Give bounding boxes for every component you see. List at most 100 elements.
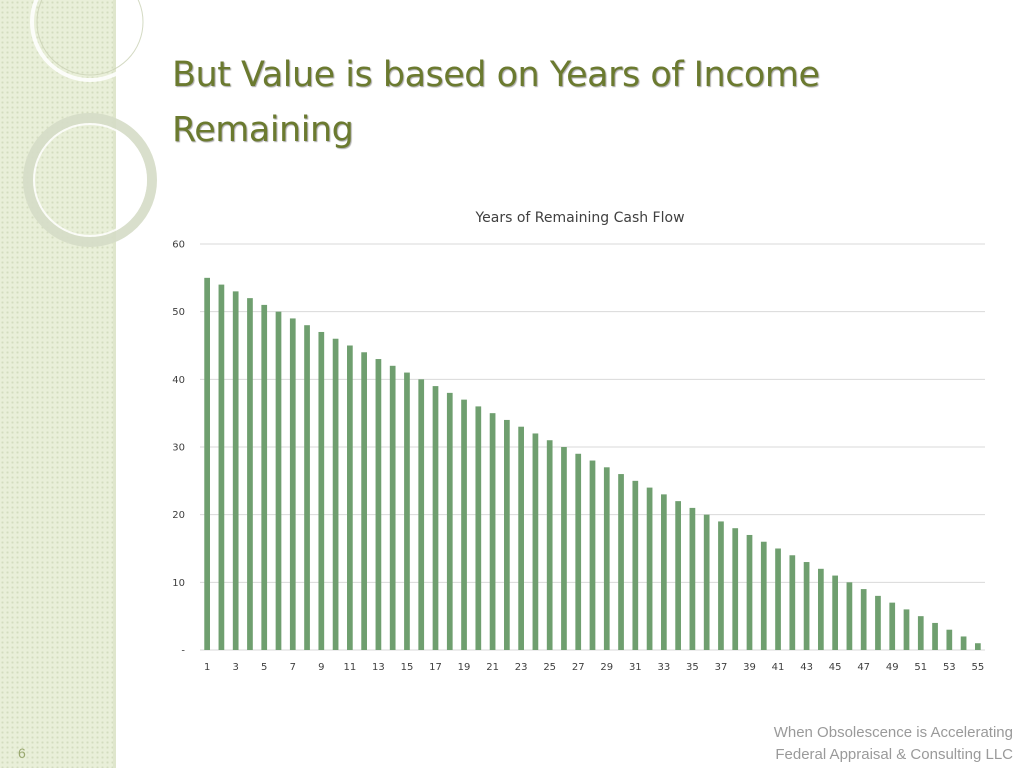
bar <box>875 595 881 650</box>
bar <box>703 514 710 650</box>
x-tick-label: 53 <box>943 662 956 673</box>
x-tick-label: 3 <box>232 662 238 673</box>
x-tick-label: 41 <box>772 662 785 673</box>
slide-number: 6 <box>18 745 26 761</box>
bar <box>646 487 653 650</box>
bar <box>261 304 268 650</box>
x-tick-label: 47 <box>857 662 870 673</box>
bar <box>489 413 496 650</box>
bar <box>818 568 824 650</box>
decorative-ring-top-inner <box>36 0 144 76</box>
chart-bars <box>204 277 981 650</box>
y-tick-label: 10 <box>172 578 185 589</box>
bar <box>247 298 253 650</box>
bar <box>732 528 739 650</box>
bar <box>204 277 210 650</box>
x-tick-label: 55 <box>971 662 984 673</box>
bar <box>917 616 924 650</box>
bar <box>347 345 353 650</box>
x-tick-label: 15 <box>401 662 414 673</box>
x-axis-tick-labels: 1 3 5 7 9 11 13 15 17 19 21 23 25 27 29 31 33 35 37 39 41 43 4… <box>204 662 984 673</box>
x-tick-label: 29 <box>600 662 613 673</box>
bar <box>304 325 310 650</box>
bar <box>661 494 667 650</box>
bar <box>518 426 524 650</box>
bar <box>718 521 724 650</box>
x-tick-label: 17 <box>429 662 442 673</box>
bar <box>461 399 467 650</box>
bar <box>532 433 539 650</box>
footer: When Obsolescence is Accelerating Federa… <box>774 722 1013 766</box>
x-tick-label: 11 <box>343 662 356 673</box>
x-tick-label: 5 <box>261 662 267 673</box>
footer-presentation-title: When Obsolescence is Accelerating <box>773 724 1013 741</box>
decorative-ring-bottom <box>23 113 157 247</box>
bar <box>675 501 681 650</box>
bar <box>546 440 553 650</box>
bar <box>446 392 453 650</box>
x-tick-label: 27 <box>572 662 585 673</box>
bar <box>746 534 753 650</box>
bar <box>475 406 482 650</box>
x-tick-label: 9 <box>318 662 324 673</box>
bar <box>789 555 796 650</box>
bar <box>318 331 325 650</box>
bar <box>218 284 225 650</box>
bar <box>632 480 639 650</box>
y-tick-label: 20 <box>172 510 185 521</box>
bar <box>361 352 367 650</box>
bar <box>603 467 610 650</box>
bar <box>289 318 296 650</box>
bar <box>432 386 439 650</box>
bar <box>375 359 382 650</box>
bar <box>418 379 425 650</box>
bar <box>618 474 624 650</box>
decorative-ring-bottom-inner <box>33 123 147 237</box>
x-tick-label: 39 <box>743 662 756 673</box>
decorative-ring-top <box>30 0 150 82</box>
bar <box>404 372 410 650</box>
y-axis-tick-labels: - 10 20 30 40 50 60 <box>172 240 185 657</box>
x-tick-label: 31 <box>629 662 642 673</box>
bar <box>803 562 810 650</box>
y-tick-label: 40 <box>172 375 185 386</box>
bar <box>332 338 339 650</box>
x-tick-label: 23 <box>515 662 528 673</box>
bar <box>960 636 967 650</box>
x-tick-label: 33 <box>657 662 670 673</box>
x-tick-label: 7 <box>290 662 296 673</box>
x-tick-label: 35 <box>686 662 699 673</box>
x-tick-label: 21 <box>486 662 499 673</box>
bar <box>889 602 896 650</box>
footer-company-name: Federal Appraisal & Consulting LLC <box>775 746 1013 763</box>
x-tick-label: 49 <box>886 662 899 673</box>
bar <box>860 589 867 650</box>
x-tick-label: 45 <box>829 662 842 673</box>
bar <box>689 507 696 650</box>
x-tick-label: 43 <box>800 662 813 673</box>
bar <box>975 643 981 650</box>
bar <box>760 541 767 650</box>
x-tick-label: 37 <box>715 662 728 673</box>
bar <box>932 622 938 650</box>
x-tick-label: 25 <box>543 662 556 673</box>
x-tick-label: 51 <box>914 662 927 673</box>
bar <box>504 419 510 650</box>
x-tick-label: 13 <box>372 662 385 673</box>
bar <box>389 365 396 650</box>
slide-title: But Value is based on Years of Income Re… <box>172 55 820 150</box>
bar <box>903 609 910 650</box>
bar <box>832 575 838 650</box>
y-tick-label: 30 <box>172 443 185 454</box>
bar <box>561 447 567 650</box>
x-tick-label: 1 <box>204 662 210 673</box>
bar-chart: Years of Remaining Cash Flow - 10 20 30 40 50… <box>172 210 985 673</box>
bar <box>575 453 582 650</box>
bar <box>946 629 953 650</box>
bar <box>232 291 239 650</box>
y-tick-label: 50 <box>172 307 185 318</box>
bar <box>275 311 282 650</box>
bar <box>775 548 781 650</box>
bar <box>846 582 853 650</box>
x-tick-label: 19 <box>458 662 471 673</box>
